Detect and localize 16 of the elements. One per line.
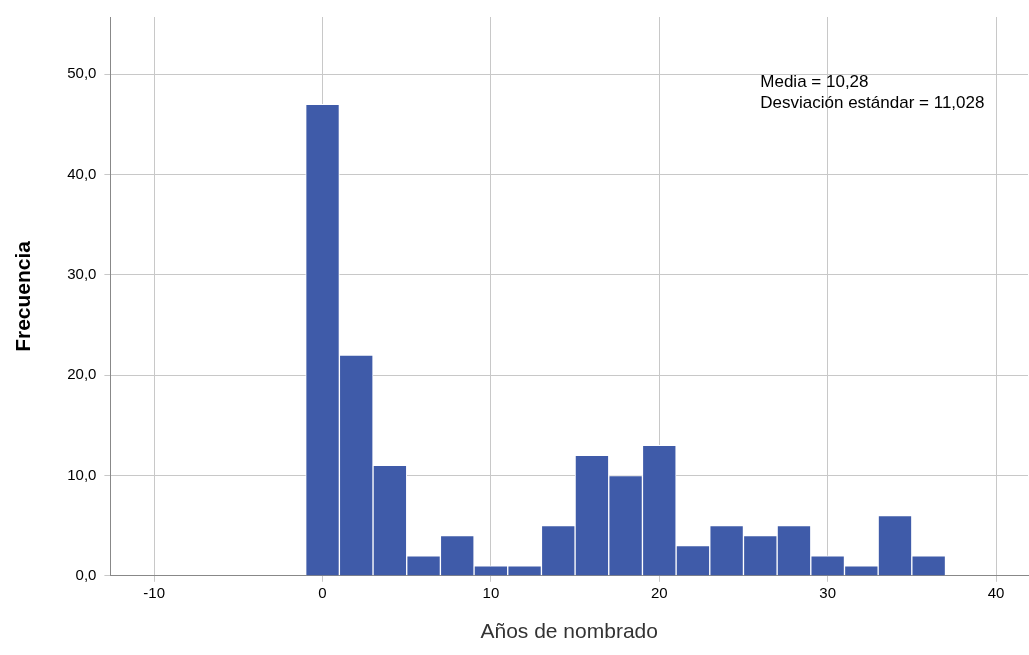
y-tick-label: 30,0: [67, 264, 97, 282]
y-tick-label: 40,0: [67, 164, 97, 182]
y-tick-label: 10,0: [67, 465, 97, 483]
x-tick-label: 40: [987, 583, 1005, 601]
x-tick-label: 20: [650, 583, 668, 601]
y-tick-label: 50,0: [67, 64, 97, 82]
y-tick-label: 20,0: [67, 365, 97, 383]
x-tick-label: 0: [318, 583, 327, 601]
x-tick-label: 10: [482, 583, 500, 601]
x-tick-label: 30: [819, 583, 836, 601]
x-axis-title: Años de nombrado: [480, 619, 658, 643]
annotation: Media = 10,28: [760, 72, 869, 92]
y-axis-title: Frecuencia: [11, 240, 35, 352]
y-tick-label: 0,0: [75, 565, 97, 583]
x-tick-label: -10: [143, 583, 166, 601]
annotation: Desviación estándar = 11,028: [760, 93, 985, 113]
